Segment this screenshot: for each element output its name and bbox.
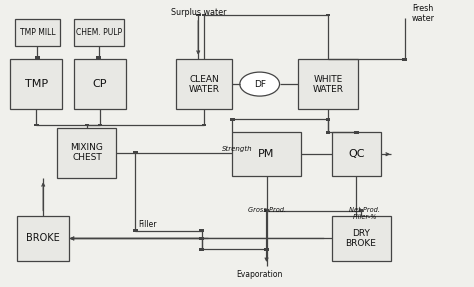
Bar (331, 216, 391, 261)
Bar (402, 58, 407, 61)
Bar (96, 56, 101, 59)
Bar (74, 59, 126, 109)
Bar (326, 131, 330, 133)
Text: CP: CP (93, 79, 107, 89)
Bar (196, 13, 201, 16)
Bar (299, 59, 357, 109)
Bar (17, 216, 69, 261)
Text: DF: DF (254, 79, 266, 89)
Bar (133, 151, 138, 154)
Bar (354, 131, 359, 133)
Text: MIXING
CHEST: MIXING CHEST (71, 143, 103, 162)
Bar (10, 59, 62, 109)
Text: Gross Prod.: Gross Prod. (248, 207, 286, 213)
Text: Strength: Strength (222, 146, 253, 152)
Text: Net Prod.
Filler-%: Net Prod. Filler-% (349, 207, 380, 220)
Bar (98, 123, 102, 126)
Bar (326, 118, 330, 121)
Bar (34, 123, 38, 126)
Bar (57, 128, 117, 178)
Bar (84, 123, 89, 126)
Bar (232, 132, 301, 176)
Bar (15, 19, 60, 46)
Bar (199, 248, 204, 251)
Bar (74, 19, 124, 46)
Bar (201, 13, 206, 16)
Bar (264, 209, 269, 212)
Text: CLEAN
WATER: CLEAN WATER (189, 75, 219, 94)
Text: Fresh
water: Fresh water (412, 4, 435, 23)
Bar (199, 229, 204, 232)
Circle shape (240, 72, 280, 96)
Text: CHEM. PULP: CHEM. PULP (76, 28, 122, 37)
Bar (175, 59, 232, 109)
Text: TMP MILL: TMP MILL (19, 28, 55, 37)
Bar (35, 56, 40, 59)
Bar (201, 123, 206, 126)
Text: BROKE: BROKE (27, 233, 60, 243)
Text: DRY
BROKE: DRY BROKE (346, 229, 376, 248)
Text: TMP: TMP (25, 79, 48, 89)
Text: Evaporation: Evaporation (237, 270, 283, 279)
Text: Filler: Filler (138, 220, 156, 229)
Text: Surplus water: Surplus water (172, 8, 227, 17)
Bar (199, 237, 204, 240)
Bar (264, 248, 269, 251)
Bar (133, 229, 138, 232)
Bar (359, 209, 364, 212)
Bar (326, 13, 330, 16)
Bar (230, 118, 235, 121)
Text: QC: QC (348, 149, 365, 159)
Text: WHITE
WATER: WHITE WATER (312, 75, 344, 94)
Text: PM: PM (258, 149, 275, 159)
Bar (331, 132, 381, 176)
